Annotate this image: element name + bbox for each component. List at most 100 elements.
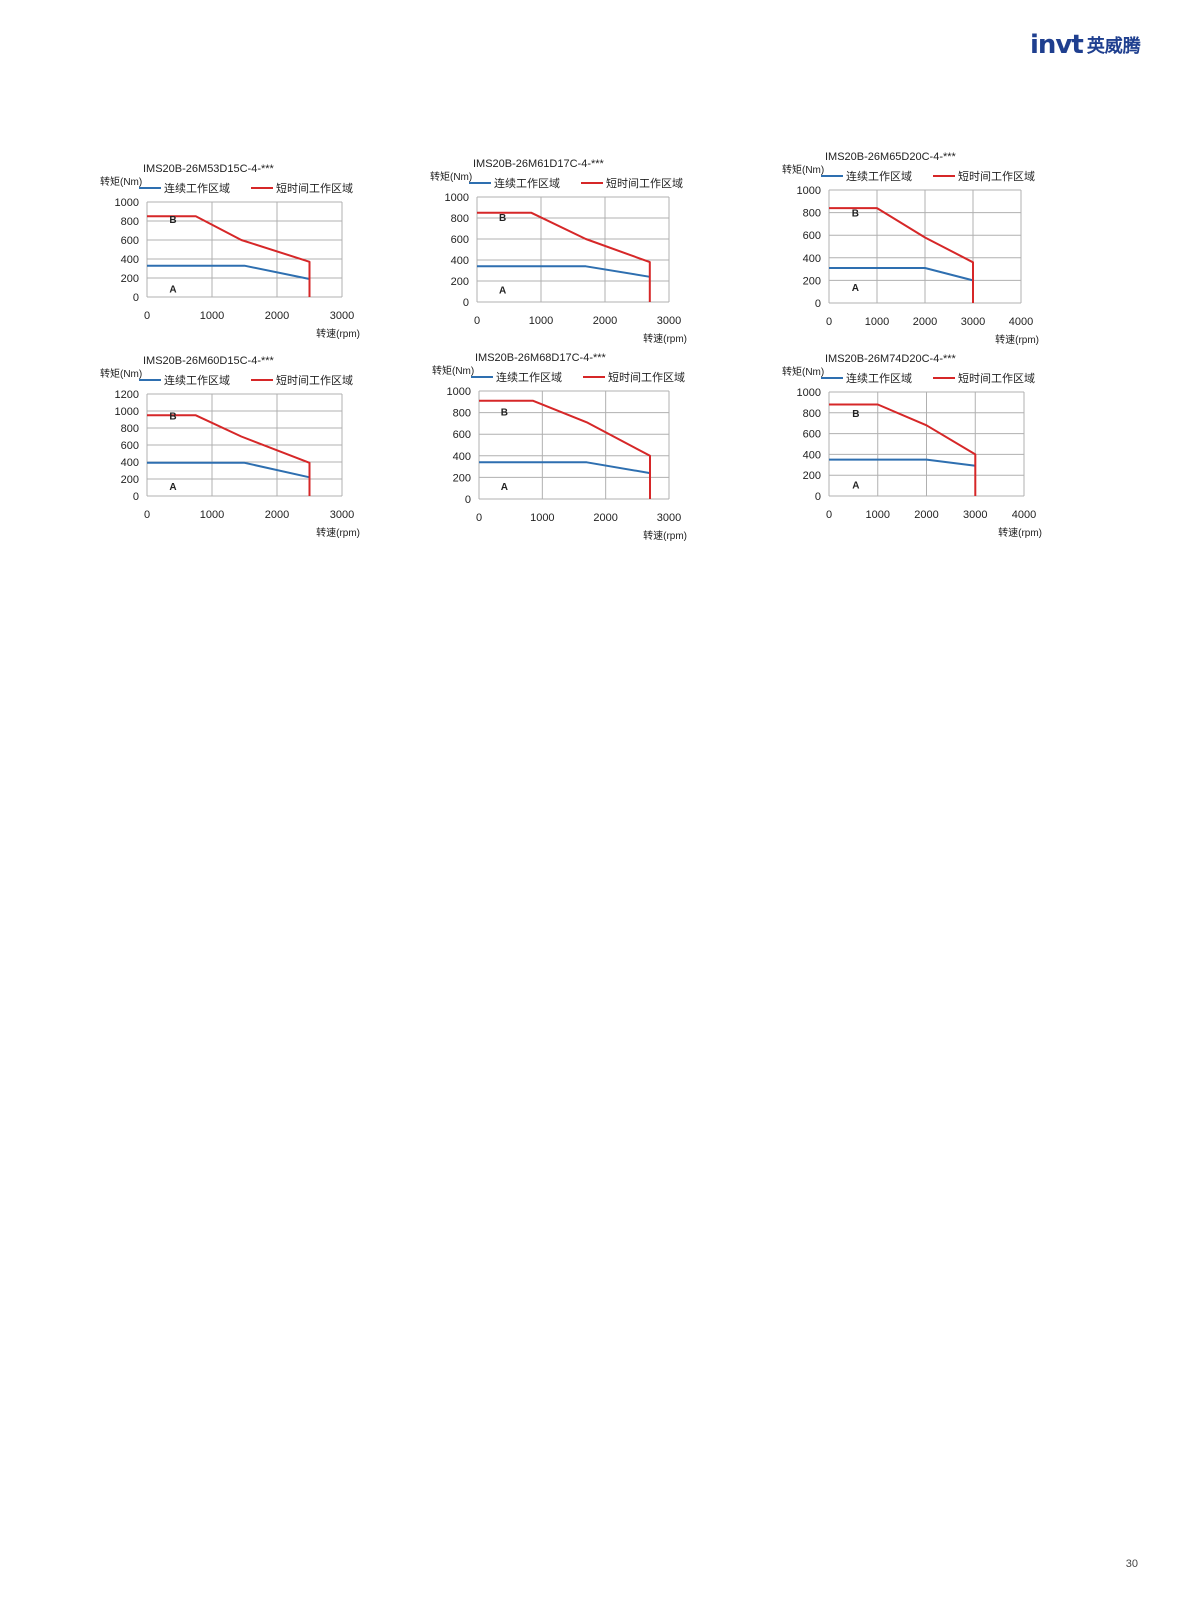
y-tick-label: 800	[803, 208, 821, 220]
y-tick-label: 800	[453, 408, 471, 420]
x-tick-label: 4000	[1012, 509, 1036, 521]
y-tick-label: 1000	[797, 387, 821, 399]
y-axis-label: 转矩(Nm)	[782, 163, 824, 176]
legend-label-short: 短时间工作区域	[276, 373, 353, 387]
y-axis-label: 转矩(Nm)	[430, 170, 472, 183]
series-line-continuous	[147, 461, 310, 479]
series-line-continuous	[147, 264, 310, 280]
chart-title: IMS20B-26M60D15C-4-***	[143, 355, 275, 367]
chart-title: IMS20B-26M74D20C-4-***	[825, 353, 957, 365]
x-tick-label: 1000	[865, 316, 889, 328]
region-label-a: A	[499, 285, 506, 296]
y-tick-label: 1000	[115, 406, 139, 418]
logo-wordmark: invt	[1030, 30, 1084, 60]
x-tick-label: 1000	[530, 512, 554, 524]
y-tick-label: 200	[121, 273, 139, 285]
y-tick-label: 1000	[115, 197, 139, 209]
series-line-continuous	[479, 461, 651, 475]
legend-label-continuous: 连续工作区域	[846, 169, 912, 183]
y-axis-label: 转矩(Nm)	[100, 367, 142, 380]
chart-title: IMS20B-26M53D15C-4-***	[143, 163, 275, 175]
y-tick-label: 200	[803, 275, 821, 287]
y-tick-label: 600	[803, 429, 821, 441]
y-tick-label: 600	[121, 440, 139, 452]
y-tick-label: 600	[803, 230, 821, 242]
legend: 连续工作区域 短时间工作区域	[139, 181, 353, 195]
y-tick-label: 400	[121, 254, 139, 266]
legend: 连续工作区域 短时间工作区域	[821, 371, 1035, 385]
region-label-a: A	[852, 481, 859, 492]
region-label-a: A	[501, 482, 508, 493]
x-tick-label: 3000	[963, 509, 987, 521]
y-tick-label: 400	[451, 255, 469, 267]
x-tick-label: 3000	[657, 315, 681, 327]
y-tick-label: 400	[803, 253, 821, 265]
y-tick-label: 400	[803, 449, 821, 461]
y-axis-label: 转矩(Nm)	[432, 364, 474, 377]
legend-label-short: 短时间工作区域	[958, 371, 1035, 385]
y-tick-label: 800	[121, 216, 139, 228]
legend-label-short: 短时间工作区域	[608, 370, 685, 384]
y-tick-label: 800	[803, 408, 821, 420]
x-axis-label: 转速(rpm)	[998, 526, 1042, 539]
chart-title: IMS20B-26M68D17C-4-***	[475, 352, 607, 364]
y-tick-label: 0	[463, 297, 469, 309]
y-tick-label: 1000	[445, 192, 469, 204]
y-tick-label: 200	[803, 470, 821, 482]
y-tick-label: 200	[453, 472, 471, 484]
grid	[146, 393, 343, 497]
x-tick-label: 3000	[330, 509, 354, 521]
series-line-short	[829, 403, 977, 496]
y-tick-label: 600	[453, 429, 471, 441]
series-line-continuous	[829, 267, 974, 282]
series-line-short	[477, 211, 651, 302]
region-label-b: B	[501, 408, 508, 419]
legend-label-continuous: 连续工作区域	[164, 181, 230, 195]
brand-logo: invt 英威腾	[1030, 30, 1141, 60]
x-axis-label: 转速(rpm)	[643, 529, 687, 542]
x-axis-label: 转速(rpm)	[995, 333, 1039, 346]
logo-chinese-name: 英威腾	[1086, 36, 1141, 57]
x-tick-label: 0	[144, 509, 150, 521]
y-tick-label: 600	[451, 234, 469, 246]
region-label-b: B	[852, 409, 859, 420]
legend: 连续工作区域 短时间工作区域	[471, 370, 685, 384]
grid	[828, 189, 1022, 304]
y-tick-label: 400	[453, 451, 471, 463]
series-line-short	[147, 414, 311, 496]
y-tick-label: 200	[451, 276, 469, 288]
series-line-continuous	[829, 458, 976, 467]
torque-speed-chart-2: IMS20B-26M61D17C-4-***转矩(Nm) 连续工作区域 短时间工作区…	[430, 158, 687, 345]
y-tick-label: 1200	[115, 389, 139, 401]
x-tick-label: 3000	[961, 316, 985, 328]
y-tick-label: 800	[451, 213, 469, 225]
legend-label-short: 短时间工作区域	[958, 169, 1035, 183]
y-tick-label: 0	[815, 298, 821, 310]
x-axis-label: 转速(rpm)	[643, 332, 687, 345]
x-tick-label: 4000	[1009, 316, 1033, 328]
x-tick-label: 0	[826, 316, 832, 328]
x-tick-label: 2000	[593, 512, 617, 524]
x-tick-label: 2000	[593, 315, 617, 327]
legend-label-continuous: 连续工作区域	[164, 373, 230, 387]
page-number: 30	[1125, 1558, 1138, 1570]
y-tick-label: 800	[121, 423, 139, 435]
x-tick-label: 0	[826, 509, 832, 521]
torque-speed-chart-4: IMS20B-26M60D15C-4-***转矩(Nm) 连续工作区域 短时间工作区…	[100, 355, 360, 539]
y-axis-label: 转矩(Nm)	[100, 175, 142, 188]
legend-label-continuous: 连续工作区域	[496, 370, 562, 384]
region-label-a: A	[169, 482, 176, 493]
y-tick-label: 1000	[797, 185, 821, 197]
y-tick-label: 1000	[447, 386, 471, 398]
y-tick-label: 0	[133, 292, 139, 304]
region-label-b: B	[169, 411, 176, 422]
legend-label-short: 短时间工作区域	[606, 176, 683, 190]
y-tick-label: 600	[121, 235, 139, 247]
torque-speed-chart-1: IMS20B-26M53D15C-4-***转矩(Nm) 连续工作区域 短时间工作区…	[100, 163, 360, 340]
region-label-a: A	[852, 283, 859, 294]
x-tick-label: 2000	[265, 310, 289, 322]
legend: 连续工作区域 短时间工作区域	[821, 169, 1035, 183]
y-tick-label: 400	[121, 457, 139, 469]
x-tick-label: 3000	[657, 512, 681, 524]
y-tick-label: 0	[815, 491, 821, 503]
